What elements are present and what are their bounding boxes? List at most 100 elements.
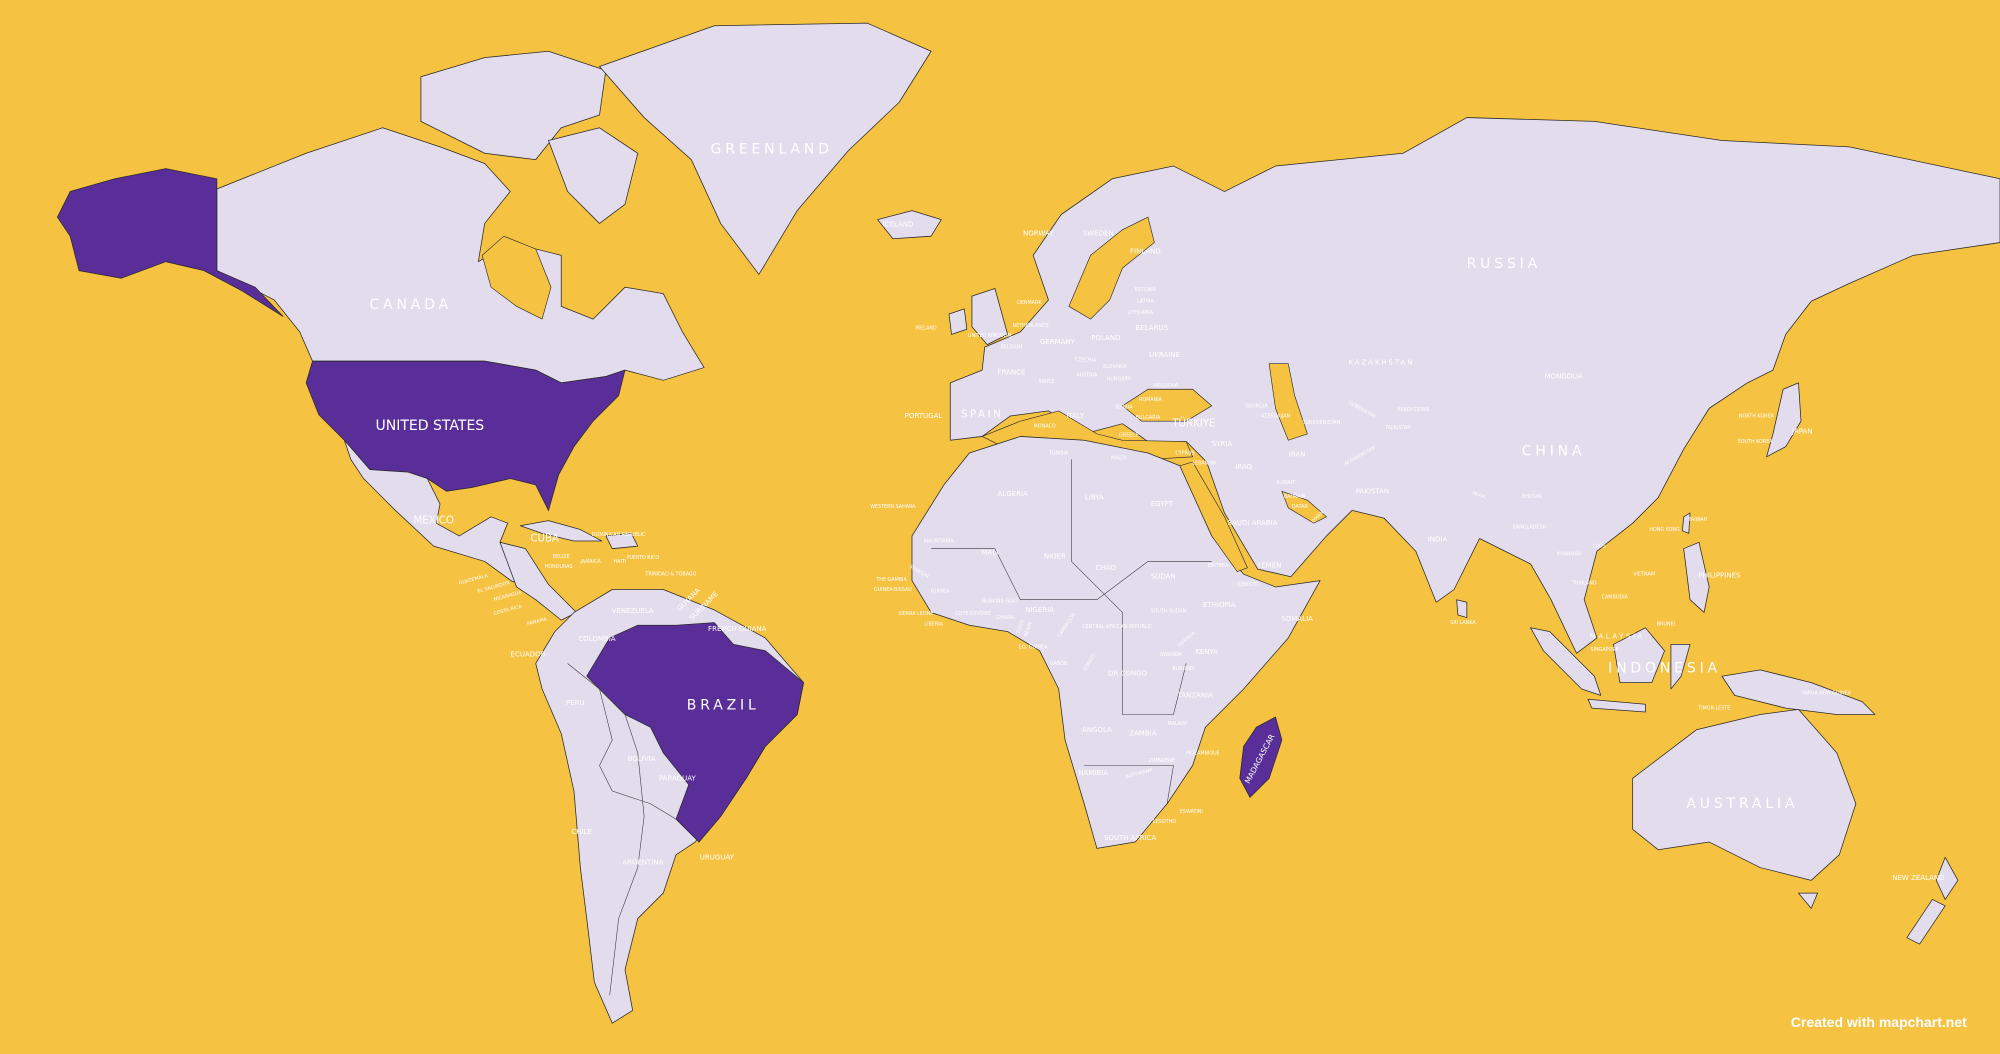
- label-sierra-leone: SIERRA LEONE: [898, 611, 933, 617]
- label-saudi-arabia: SAUDI ARABIA: [1228, 518, 1278, 527]
- label-mongolia: MONGOLIA: [1545, 371, 1584, 380]
- label-netherlands: NETHERLANDS: [1013, 323, 1049, 329]
- label-bhutan: BHUTAN: [1522, 494, 1542, 500]
- label-germany: GERMANY: [1040, 337, 1076, 346]
- country-philippines: [1683, 541, 1710, 613]
- eurasia: [949, 117, 2000, 654]
- label-eritrea: ERITREA: [1208, 563, 1229, 569]
- label-yemen: YEMEN: [1256, 560, 1281, 569]
- label-pakistan: PAKISTAN: [1356, 486, 1389, 495]
- label-united-states: UNITED STATES: [375, 418, 484, 434]
- label-chile: CHILE: [571, 827, 592, 836]
- label-finland: FINLAND: [1130, 246, 1161, 255]
- island-java: [1587, 698, 1646, 713]
- label-iran: IRAN: [1289, 449, 1306, 458]
- country-madagascar[interactable]: [1239, 716, 1283, 799]
- country-ireland: [948, 308, 968, 335]
- country-labels: GREENLAND CANADA UNITED STATES MEXICO CU…: [369, 141, 1944, 881]
- label-sri-lanka: SRI LANKA: [1450, 620, 1476, 626]
- caspian-sea: [1268, 363, 1308, 441]
- label-united-kingdom: UNITED KINGDOM: [968, 333, 1011, 339]
- label-honduras: HONDURAS: [545, 564, 573, 570]
- label-uruguay: URUGUAY: [700, 852, 735, 861]
- label-jamaica: JAMAICA: [579, 559, 601, 565]
- label-australia: AUSTRALIA: [1686, 796, 1798, 812]
- label-malawi: MALAWI: [1168, 721, 1188, 727]
- label-thailand: THAILAND: [1571, 581, 1597, 587]
- label-spain: SPAIN: [961, 410, 1003, 421]
- label-laos: LAOS: [1593, 544, 1606, 550]
- label-moldova: MOLDOVA: [1154, 383, 1179, 389]
- label-timor-leste: TIMOR-LESTE: [1697, 706, 1730, 712]
- label-malaysia: MALAYSIA: [1590, 632, 1645, 641]
- label-estonia: ESTONIA: [1135, 287, 1157, 293]
- label-peru: PERU: [566, 698, 585, 707]
- label-egypt: EGYPT: [1151, 499, 1174, 508]
- red-sea: [1179, 461, 1248, 573]
- label-western-sahara: WESTERN SAHARA: [870, 504, 916, 510]
- label-hungary: HUNGARY: [1107, 377, 1131, 383]
- label-brunei: BRUNEI: [1657, 621, 1675, 627]
- label-venezuela: VENEZUELA: [612, 606, 654, 615]
- border-sahara: [931, 548, 1212, 600]
- country-brazil[interactable]: [586, 622, 804, 843]
- border-south: [1084, 765, 1174, 804]
- arctic-island-baffin: [548, 127, 639, 224]
- label-papua-new-guinea: PAPUA NEW GUINEA: [1802, 690, 1852, 696]
- label-tanzania: TANZANIA: [1176, 690, 1213, 699]
- island-tasmania: [1798, 892, 1818, 909]
- label-somalia: SOMALIA: [1281, 614, 1313, 623]
- label-denmark: DENMARK: [1017, 300, 1042, 306]
- label-latvia: LATVIA: [1137, 299, 1154, 305]
- island-sulawesi: [1670, 643, 1691, 690]
- label-norway: NORWAY: [1023, 229, 1054, 238]
- hudson-bay: [481, 235, 552, 320]
- persian-gulf: [1281, 490, 1328, 524]
- label-georgia: GEORGIA: [1245, 403, 1268, 409]
- island-new-guinea: [1721, 669, 1876, 715]
- label-zambia: ZAMBIA: [1129, 729, 1156, 738]
- label-china: CHINA: [1522, 444, 1586, 460]
- label-bolivia: BOLIVIA: [628, 754, 656, 763]
- label-bulgaria: BULGARIA: [1136, 415, 1161, 421]
- label-south-sudan: SOUTH SUDAN: [1151, 609, 1187, 615]
- border-central: [1071, 459, 1187, 715]
- label-taiwan: TAIWAN: [1687, 517, 1707, 523]
- label-kuwait: KUWAIT: [1276, 480, 1295, 486]
- label-romania: ROMANIA: [1139, 397, 1163, 403]
- border-peru-bolivia: [567, 663, 677, 820]
- label-kyrgyzstan: KYRGYZSTAN: [1397, 407, 1429, 413]
- label-togo: TOGO: [1015, 619, 1026, 636]
- label-monaco: MONACO: [1034, 424, 1056, 430]
- label-paraguay: PARAGUAY: [659, 773, 697, 782]
- label-serbia: SERBIA: [1115, 405, 1133, 411]
- label-bahrain: BAHRAIN: [1284, 494, 1306, 500]
- label-indonesia: INDONESIA: [1608, 661, 1721, 677]
- label-benin: BENIN: [1023, 621, 1034, 638]
- country-greenland: [599, 22, 932, 275]
- country-iceland: [877, 210, 942, 240]
- label-belize: BELIZE: [553, 554, 570, 560]
- country-australia: [1632, 709, 1857, 881]
- label-north-korea: NORTH KOREA: [1739, 414, 1775, 420]
- country-new-zealand-north: [1935, 856, 1959, 900]
- label-dominican-republic: DOMINICAN REPUBLIC: [592, 532, 646, 538]
- label-switzerland: SWITZ.: [1039, 379, 1057, 385]
- country-japan: [1766, 382, 1802, 458]
- label-azerbaijan: AZERBAIJAN: [1261, 414, 1291, 420]
- label-iceland: ICELAND: [883, 220, 914, 229]
- border-andes: [599, 688, 645, 996]
- label-guinea: GUINEA: [931, 588, 950, 594]
- label-ecuador: ECUADOR: [511, 650, 546, 659]
- label-mexico: MEXICO: [414, 516, 454, 527]
- label-angola: ANGOLA: [1082, 725, 1112, 734]
- label-burundi: BURUNDI: [1172, 666, 1195, 672]
- label-cyprus: CYPRUS: [1175, 451, 1194, 457]
- label-syria: SYRIA: [1212, 439, 1233, 448]
- label-kenya: KENYA: [1195, 647, 1218, 656]
- label-lithuania: LITHUANIA: [1127, 310, 1154, 316]
- label-nepal: NEPAL: [1471, 490, 1488, 501]
- label-italy: ITALY: [1066, 411, 1085, 420]
- label-brazil: BRAZIL: [687, 698, 760, 714]
- label-philippines: PHILIPPINES: [1698, 570, 1741, 579]
